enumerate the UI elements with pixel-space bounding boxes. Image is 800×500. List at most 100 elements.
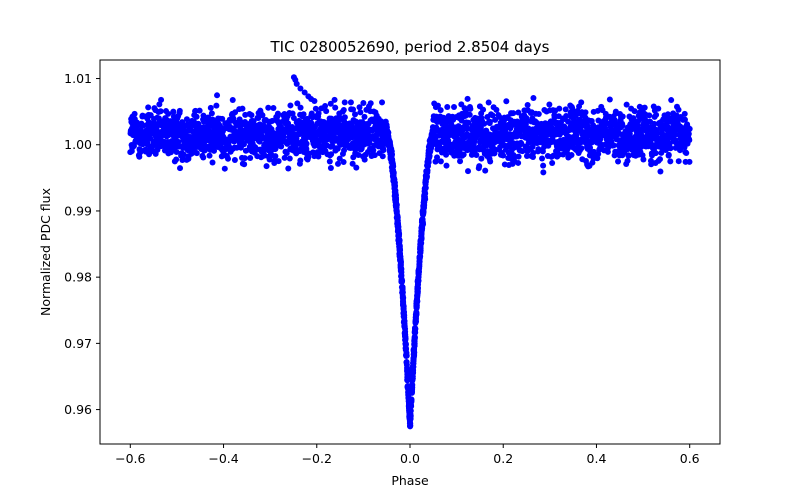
data-point	[500, 152, 507, 159]
data-point	[409, 384, 416, 391]
data-point	[196, 107, 203, 114]
data-point	[401, 322, 408, 329]
data-point	[331, 96, 338, 103]
data-point	[379, 99, 386, 106]
data-point	[619, 113, 626, 120]
data-point	[462, 108, 469, 115]
x-tick-label: 0.6	[680, 451, 700, 466]
data-point	[312, 105, 319, 112]
data-point	[492, 116, 499, 123]
data-point	[640, 156, 647, 163]
data-point	[393, 201, 400, 208]
data-point	[425, 154, 432, 161]
data-point	[208, 110, 215, 117]
data-point	[269, 117, 276, 124]
data-point	[263, 163, 270, 170]
data-point	[318, 105, 325, 112]
data-point	[473, 152, 480, 159]
data-point	[683, 149, 690, 156]
data-point	[193, 113, 200, 120]
data-point	[515, 109, 522, 116]
data-point	[370, 147, 377, 154]
data-point	[604, 120, 611, 127]
data-point	[221, 165, 228, 172]
data-point	[357, 109, 364, 116]
data-point	[315, 153, 322, 160]
data-point	[356, 104, 363, 111]
data-point	[540, 162, 547, 169]
y-tick-label: 1.00	[64, 137, 92, 152]
data-point	[434, 102, 441, 109]
data-point	[335, 160, 341, 167]
data-point	[225, 155, 232, 162]
x-tick-label: 0.0	[400, 451, 420, 466]
data-point	[248, 112, 255, 119]
data-point	[457, 158, 464, 165]
data-point	[402, 340, 409, 347]
data-point	[303, 140, 310, 147]
data-point	[209, 159, 216, 166]
data-point	[493, 106, 500, 113]
data-point	[340, 106, 347, 113]
data-point	[361, 156, 368, 163]
data-point	[404, 371, 411, 378]
data-point	[667, 158, 674, 165]
data-point	[681, 110, 688, 117]
data-point	[259, 112, 266, 119]
data-point	[681, 116, 688, 123]
x-axis-ticks: −0.6 −0.4 −0.2 0.0 0.2 0.4 0.6	[115, 444, 700, 466]
data-point	[437, 158, 444, 165]
data-point	[641, 104, 648, 111]
data-point	[410, 354, 417, 361]
data-point	[297, 157, 304, 164]
data-point	[686, 125, 693, 132]
y-tick-label: 0.96	[64, 402, 92, 417]
data-point	[578, 145, 585, 152]
data-point	[515, 159, 522, 166]
data-point	[398, 278, 405, 285]
data-point	[610, 142, 617, 149]
data-point	[417, 244, 424, 251]
data-point	[429, 129, 436, 136]
data-point	[624, 157, 631, 164]
data-point	[655, 105, 662, 112]
data-point	[606, 96, 613, 103]
data-point	[412, 318, 419, 325]
data-points-layer	[127, 74, 693, 430]
data-point	[417, 253, 424, 260]
data-point	[193, 150, 200, 157]
data-point	[485, 99, 492, 106]
x-axis-label: Phase	[391, 473, 429, 488]
data-point	[386, 142, 393, 149]
data-point	[315, 110, 322, 117]
data-point	[241, 161, 248, 168]
data-point	[419, 222, 426, 229]
data-point	[239, 105, 246, 112]
data-point	[176, 107, 183, 114]
data-point	[297, 104, 304, 111]
data-point	[635, 151, 642, 158]
data-point	[482, 167, 489, 174]
data-point	[360, 100, 367, 107]
data-point	[510, 110, 517, 117]
data-point	[503, 98, 510, 105]
data-point	[404, 377, 411, 384]
data-point	[538, 139, 545, 146]
data-point	[390, 170, 397, 177]
data-point	[232, 109, 239, 116]
data-point	[434, 154, 441, 161]
data-point	[631, 108, 638, 115]
x-tick-label: 0.4	[587, 451, 607, 466]
data-point	[586, 162, 593, 169]
x-tick-label: 0.2	[493, 451, 513, 466]
data-point	[241, 155, 248, 162]
data-point	[685, 130, 692, 137]
data-point	[301, 89, 308, 96]
data-point	[413, 296, 420, 303]
data-point	[489, 112, 496, 119]
data-point	[487, 158, 494, 165]
data-point	[311, 98, 318, 105]
data-point	[411, 349, 418, 356]
data-point	[386, 137, 393, 144]
